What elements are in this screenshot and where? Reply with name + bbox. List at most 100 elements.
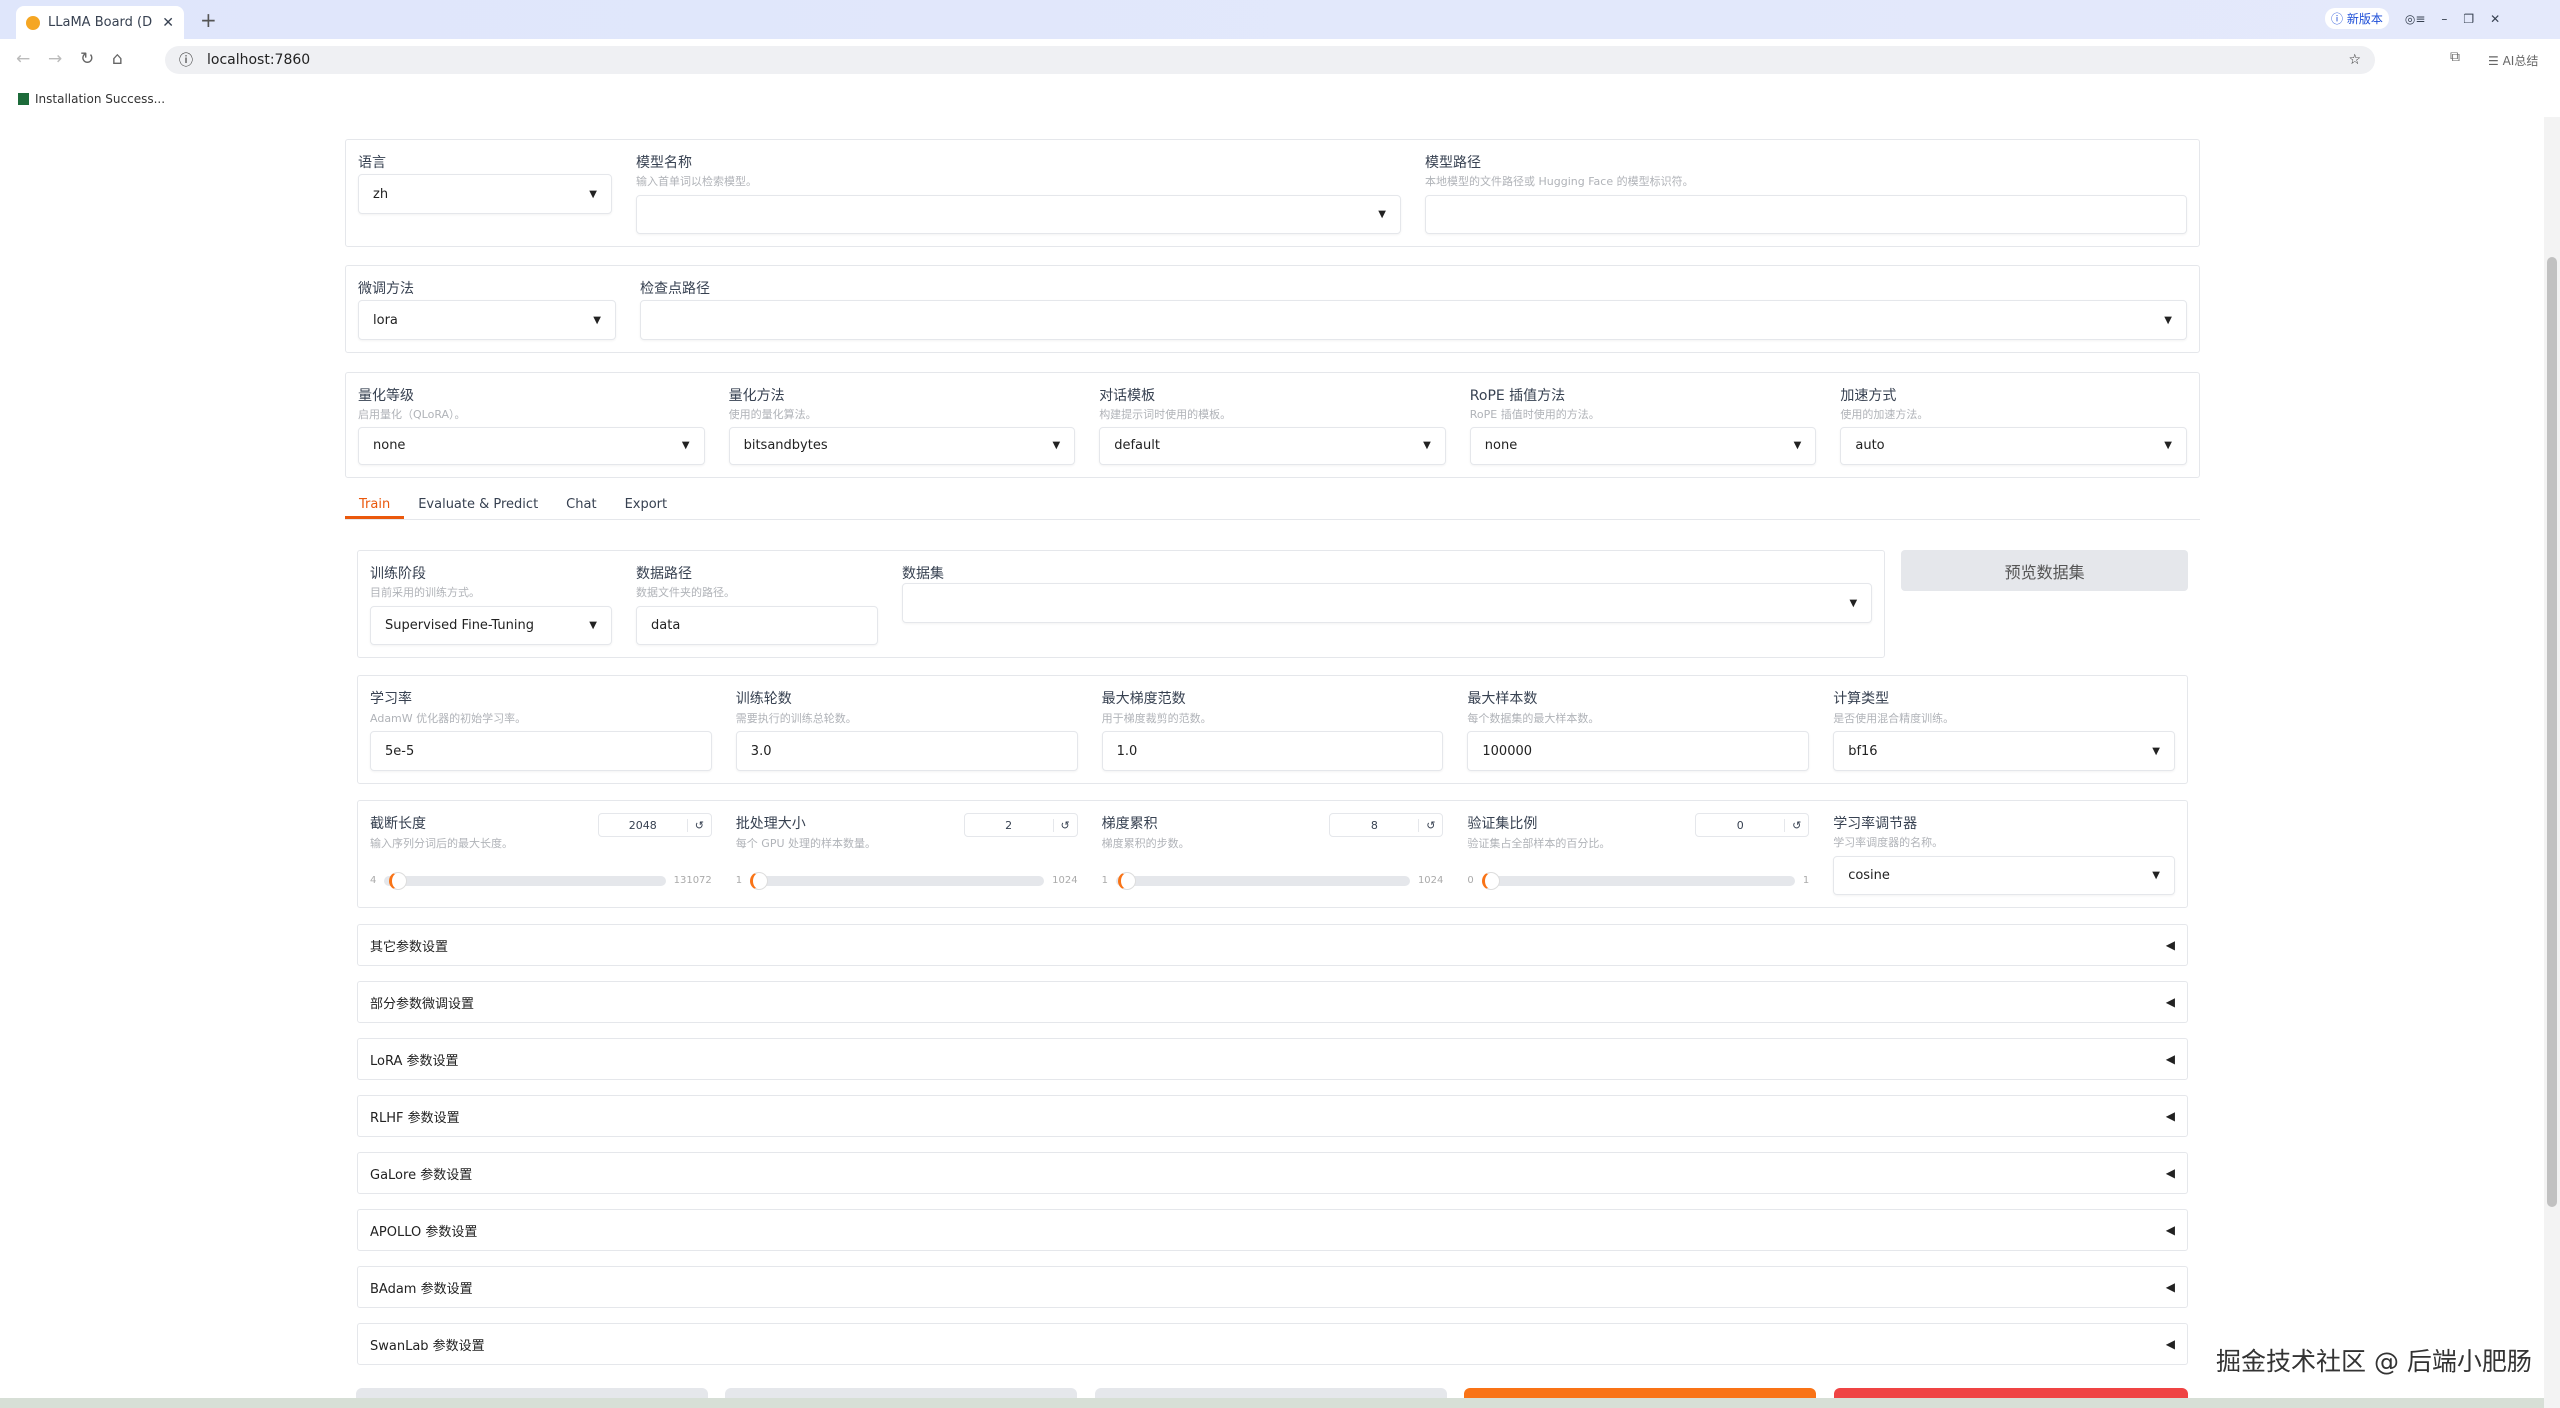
minimize-button[interactable]: – xyxy=(2441,11,2448,26)
scheduler-label: 学习率调节器 xyxy=(1833,816,1918,832)
caret-down-icon: ▼ xyxy=(1378,208,1386,220)
batch-max: 1024 xyxy=(1052,875,1078,886)
accordion-section[interactable]: SwanLab 参数设置 ◀ xyxy=(357,1323,2188,1365)
lang-select[interactable]: zh ▼ xyxy=(358,174,612,214)
dataset-select[interactable]: ▼ xyxy=(902,583,1873,623)
reset-icon[interactable]: ↺ xyxy=(686,818,711,832)
home-icon[interactable]: ⌂ xyxy=(112,49,123,69)
accordion-section[interactable]: LoRA 参数设置 ◀ xyxy=(357,1038,2188,1080)
batch-slider[interactable] xyxy=(750,871,1045,890)
reset-icon[interactable]: ↺ xyxy=(1418,818,1442,832)
rope-label: RoPE 插值方法 xyxy=(1469,388,1566,404)
quant-bit-select[interactable]: none ▼ xyxy=(358,426,705,465)
batch-number-input[interactable]: 2 ↺ xyxy=(963,813,1078,837)
grad-acc-number-input[interactable]: 8 ↺ xyxy=(1329,813,1444,837)
dataset-dir-desc: 数据文件夹的路径。 xyxy=(636,586,735,600)
dataset-dir-label: 数据路径 xyxy=(636,566,692,582)
reload-icon[interactable]: ↻ xyxy=(80,49,95,69)
grad-acc-label: 梯度累积 xyxy=(1101,816,1158,832)
cutoff-max: 131072 xyxy=(673,875,712,886)
caret-down-icon: ▼ xyxy=(589,619,597,631)
grad-acc-value: 8 xyxy=(1370,818,1378,832)
epochs-input[interactable]: 3.0 xyxy=(735,731,1078,771)
tab-chat[interactable]: Chat xyxy=(566,497,597,512)
accordion-section[interactable]: APOLLO 参数设置 ◀ xyxy=(357,1209,2188,1251)
reset-icon[interactable]: ↺ xyxy=(1052,818,1077,832)
max-samples-input[interactable]: 100000 xyxy=(1467,731,1810,771)
max-grad-input[interactable]: 1.0 xyxy=(1101,731,1444,771)
forward-icon[interactable]: → xyxy=(48,49,63,69)
quant-method-desc: 使用的量化算法。 xyxy=(728,407,817,421)
template-desc: 构建提示词时使用的模板。 xyxy=(1099,407,1232,421)
accordion-title: BAdam 参数设置 xyxy=(370,1281,473,1297)
url-input[interactable]: ⓘ localhost:7860 ☆ xyxy=(165,46,2375,74)
grad-acc-slider-handle[interactable] xyxy=(1118,871,1137,890)
info-icon: ⓘ xyxy=(179,53,193,69)
scrollbar-thumb[interactable] xyxy=(2547,257,2557,1207)
tab-train[interactable]: Train xyxy=(345,494,405,519)
grad-acc-slider[interactable] xyxy=(1115,871,1410,890)
finetune-panel: 微调方法 lora ▼ 检查点路径 ▼ xyxy=(345,265,2200,353)
quant-bit-label: 量化等级 xyxy=(358,388,414,404)
booster-select[interactable]: auto ▼ xyxy=(1840,426,2187,465)
lr-input[interactable]: 5e-5 xyxy=(370,731,712,771)
restore-button[interactable]: ❐ xyxy=(2463,11,2475,26)
max-samples-desc: 每个数据集的最大样本数。 xyxy=(1467,711,1600,725)
epochs-value: 3.0 xyxy=(750,743,772,759)
browser-tab[interactable]: LLaMA Board (D ✕ xyxy=(16,6,184,39)
ai-summary-button[interactable]: ☰ AI总结 xyxy=(2488,54,2539,68)
accordion-section[interactable]: 部分参数微调设置 ◀ xyxy=(357,981,2188,1023)
back-icon[interactable]: ← xyxy=(16,49,31,69)
quant-method-select[interactable]: bitsandbytes ▼ xyxy=(728,426,1076,465)
rope-value: none xyxy=(1484,438,1518,454)
close-tab-icon[interactable]: ✕ xyxy=(162,14,174,31)
favicon-icon xyxy=(26,15,40,30)
profile-icon[interactable]: ◎≡ xyxy=(2404,11,2426,26)
stage-label: 训练阶段 xyxy=(370,566,426,582)
quant-method-label: 量化方法 xyxy=(728,388,785,404)
quant-bit-value: none xyxy=(373,438,406,454)
val-slider[interactable] xyxy=(1481,871,1795,890)
accordion-section[interactable]: RLHF 参数设置 ◀ xyxy=(357,1095,2188,1137)
rope-select[interactable]: none ▼ xyxy=(1469,426,1817,465)
caret-down-icon: ▼ xyxy=(2152,745,2160,757)
compute-select[interactable]: bf16 ▼ xyxy=(1833,731,2175,771)
accordion-section[interactable]: 其它参数设置 ◀ xyxy=(357,924,2188,966)
lang-value: zh xyxy=(373,186,389,202)
scheduler-select[interactable]: cosine ▼ xyxy=(1833,855,2175,896)
close-window-button[interactable]: ✕ xyxy=(2490,11,2501,26)
new-version-button[interactable]: ⓘ 新版本 xyxy=(2325,8,2389,29)
cutoff-number-input[interactable]: 2048 ↺ xyxy=(597,813,712,837)
extensions-icon[interactable]: ⧉ xyxy=(2450,49,2460,65)
max-grad-label: 最大梯度范数 xyxy=(1101,691,1186,707)
dataset-dir-input[interactable]: data xyxy=(636,605,878,646)
tab-export[interactable]: Export xyxy=(624,497,668,512)
batch-slider-handle[interactable] xyxy=(750,871,769,890)
tab-evaluate[interactable]: Evaluate & Predict xyxy=(418,497,539,512)
val-number-input[interactable]: 0 ↺ xyxy=(1695,813,1810,837)
checkpoint-select[interactable]: ▼ xyxy=(640,300,2187,340)
new-tab-button[interactable]: + xyxy=(200,8,217,32)
bookmark-item[interactable]: Installation Success... xyxy=(18,92,165,106)
lr-value: 5e-5 xyxy=(385,743,415,759)
model-name-select[interactable]: ▼ xyxy=(636,194,1401,235)
dataset-dir-value: data xyxy=(651,617,681,633)
star-icon[interactable]: ☆ xyxy=(2348,52,2361,68)
cutoff-slider-handle[interactable] xyxy=(388,871,407,890)
reset-icon[interactable]: ↺ xyxy=(1784,818,1808,832)
caret-down-icon: ▼ xyxy=(2164,314,2172,326)
caret-down-icon: ▼ xyxy=(593,314,601,326)
val-slider-handle[interactable] xyxy=(1481,871,1500,890)
accordion-section[interactable]: BAdam 参数设置 ◀ xyxy=(357,1266,2188,1308)
cutoff-min: 4 xyxy=(370,875,377,886)
cutoff-slider[interactable] xyxy=(384,871,666,890)
stage-select[interactable]: Supervised Fine-Tuning ▼ xyxy=(370,605,612,646)
accordion-section[interactable]: GaLore 参数设置 ◀ xyxy=(357,1152,2188,1194)
template-select[interactable]: default ▼ xyxy=(1099,426,1446,465)
model-path-input[interactable] xyxy=(1425,194,2187,235)
preview-dataset-button[interactable]: 预览数据集 xyxy=(1901,550,2188,591)
lr-desc: AdamW 优化器的初始学习率。 xyxy=(370,711,527,725)
finetune-select[interactable]: lora ▼ xyxy=(358,300,616,340)
scrollbar[interactable] xyxy=(2544,117,2560,1408)
main-content: 语言 zh ▼ 模型名称 输入首单词以检索模型。 ▼ 模型路径 本地模型的文件路径或 Hu… xyxy=(345,139,2200,1380)
